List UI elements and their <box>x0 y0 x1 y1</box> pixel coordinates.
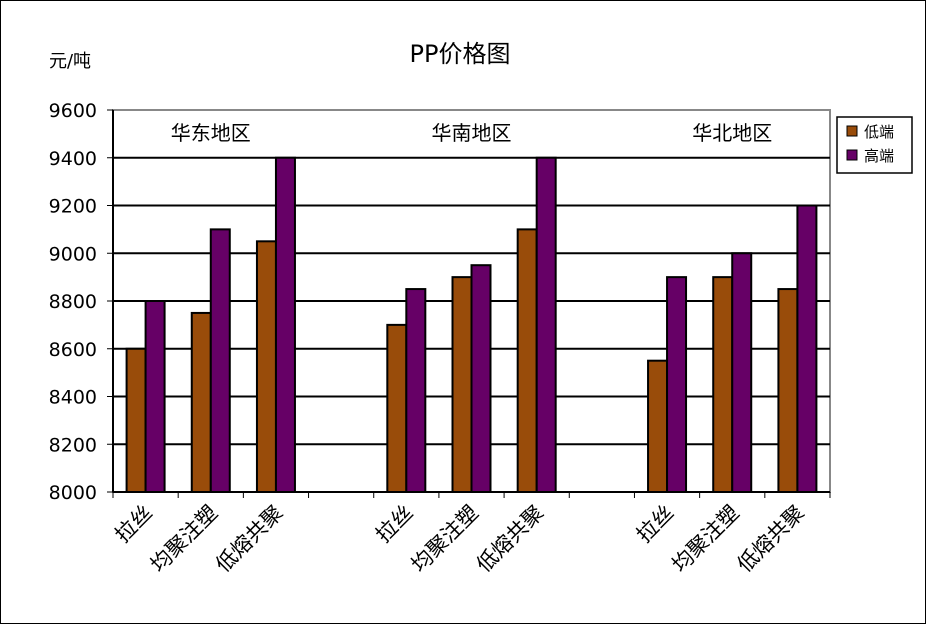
y-tick-label: 8000 <box>49 482 97 504</box>
x-tick-label: 均聚注塑 <box>407 501 483 577</box>
y-tick-label: 9000 <box>49 243 97 265</box>
legend-swatch <box>846 149 858 161</box>
x-tick-label: 均聚注塑 <box>146 501 222 577</box>
x-tick-label: 拉丝 <box>632 501 679 548</box>
bar-low <box>647 359 669 493</box>
region-label: 华南地区 <box>432 121 512 145</box>
legend-label: 低端 <box>864 123 894 141</box>
x-tick-label: 低熔共聚 <box>472 501 548 577</box>
y-tick-label: 9600 <box>49 100 97 122</box>
y-axis-label: 元/吨 <box>49 51 91 72</box>
x-tick-label: 低熔共聚 <box>211 501 287 577</box>
bar-high <box>470 264 492 493</box>
y-tick-label: 8200 <box>49 434 97 456</box>
legend-label: 高端 <box>864 147 894 165</box>
bar-low <box>190 311 212 493</box>
legend-box <box>836 116 913 174</box>
y-tick-label: 8600 <box>49 339 97 361</box>
region-label: 华东地区 <box>171 121 251 145</box>
bar-low <box>125 347 147 493</box>
y-tick-label: 8400 <box>49 387 97 409</box>
bar-high <box>405 288 427 493</box>
y-tick-label: 8800 <box>49 291 97 313</box>
y-tick-label: 9200 <box>49 196 97 218</box>
x-tick-label: 拉丝 <box>371 501 418 548</box>
bar-high <box>144 300 166 493</box>
bar-low <box>255 240 277 493</box>
y-tick-label: 9400 <box>49 148 97 170</box>
bar-low <box>712 276 734 493</box>
bar-high <box>274 156 296 493</box>
chart-title: PP价格图 <box>410 40 511 68</box>
bar-low <box>777 288 799 493</box>
bar-low <box>386 323 408 493</box>
bar-high <box>666 276 688 493</box>
bar-low <box>516 228 538 493</box>
bar-high <box>731 252 753 493</box>
x-tick-label: 均聚注塑 <box>667 501 743 577</box>
x-tick-label: 低熔共聚 <box>733 501 809 577</box>
bar-low <box>451 276 473 493</box>
legend-swatch <box>846 125 858 137</box>
x-tick-label: 拉丝 <box>110 501 157 548</box>
bar-high <box>796 204 818 493</box>
region-label: 华北地区 <box>692 121 772 145</box>
bar-high <box>535 156 557 493</box>
bar-high <box>209 228 231 493</box>
